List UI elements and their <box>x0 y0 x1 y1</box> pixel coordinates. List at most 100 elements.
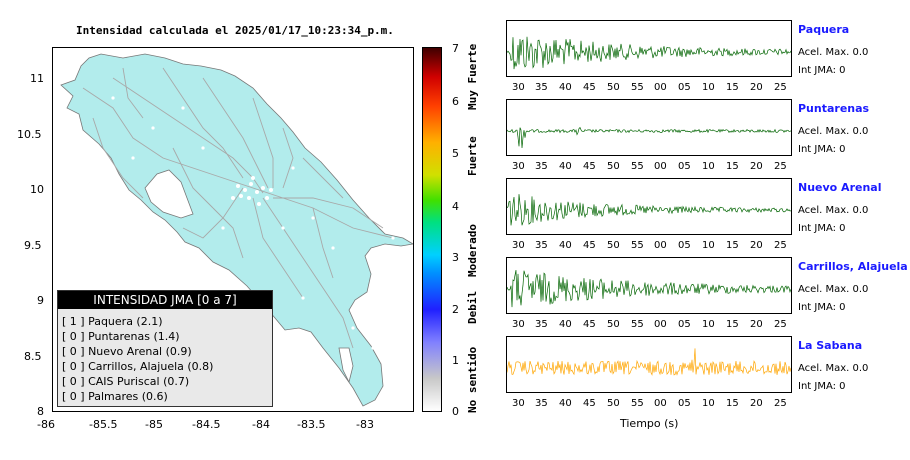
y-tick: 10.5 <box>17 128 42 141</box>
time-tick: 45 <box>583 319 596 330</box>
legend-item: [ 1 ] Paquera (2.1) <box>62 315 163 328</box>
time-tick: 20 <box>750 82 763 93</box>
waveform-line <box>507 36 791 70</box>
colorbar-tick: 4 <box>452 200 459 213</box>
y-tick: 9.5 <box>24 239 42 252</box>
time-tick: 15 <box>726 161 739 172</box>
time-tick: 50 <box>607 82 620 93</box>
time-tick: 05 <box>678 319 691 330</box>
waveform-trace <box>507 36 791 70</box>
waveform-trace <box>507 270 791 308</box>
time-tick: 30 <box>512 319 525 330</box>
waveform-line <box>507 348 791 376</box>
time-tick: 55 <box>631 398 644 409</box>
time-axis-label: Tiempo (s) <box>620 417 679 430</box>
time-tick: 15 <box>726 319 739 330</box>
time-tick: 30 <box>512 82 525 93</box>
station-name: Nuevo Arenal <box>798 181 882 194</box>
land-polygon <box>60 53 413 407</box>
time-tick: 05 <box>678 161 691 172</box>
time-tick: 10 <box>702 240 715 251</box>
station-max-accel: Acel. Max. 0.0 <box>798 205 869 216</box>
time-tick: 55 <box>631 161 644 172</box>
y-tick: 11 <box>30 72 44 85</box>
time-tick: 40 <box>559 82 572 93</box>
x-tick: -86 <box>37 418 55 431</box>
time-tick: 00 <box>654 82 667 93</box>
time-tick: 00 <box>654 319 667 330</box>
waveform-panel[interactable] <box>506 257 792 314</box>
time-tick: 30 <box>512 240 525 251</box>
colorbar-tick: 5 <box>452 147 459 160</box>
time-tick: 25 <box>774 319 787 330</box>
legend-item: [ 0 ] Nuevo Arenal (0.9) <box>62 345 192 358</box>
colorbar-category: Moderado <box>466 224 479 277</box>
y-tick: 8.5 <box>24 350 42 363</box>
time-tick: 05 <box>678 82 691 93</box>
colorbar-tick: 7 <box>452 42 459 55</box>
station-jma-intensity: Int JMA: 0 <box>798 381 846 392</box>
time-tick: 55 <box>631 319 644 330</box>
waveform-trace <box>507 348 791 376</box>
time-tick: 20 <box>750 161 763 172</box>
city-dots <box>111 96 395 350</box>
legend-header: INTENSIDAD JMA [0 a 7] <box>58 291 272 309</box>
waveform-trace <box>507 126 791 149</box>
time-tick: 35 <box>535 161 548 172</box>
x-tick: -83 <box>356 418 374 431</box>
colorbar-category: Muy Fuerte <box>466 43 479 110</box>
time-tick: 15 <box>726 240 739 251</box>
time-tick: 00 <box>654 240 667 251</box>
waveform-line <box>507 270 791 308</box>
time-tick: 40 <box>559 398 572 409</box>
legend-item: [ 0 ] Puntarenas (1.4) <box>62 330 180 343</box>
time-tick: 40 <box>559 319 572 330</box>
station-max-accel: Acel. Max. 0.0 <box>798 126 869 137</box>
colorbar-category: Fuerte <box>466 136 479 176</box>
station-max-accel: Acel. Max. 0.0 <box>798 284 869 295</box>
time-tick: 35 <box>535 240 548 251</box>
waveform-panel[interactable] <box>506 20 792 77</box>
time-tick: 35 <box>535 82 548 93</box>
waveform-panel[interactable] <box>506 99 792 156</box>
time-tick: 10 <box>702 82 715 93</box>
station-name: Carrillos, Alajuela <box>798 260 908 273</box>
station-jma-intensity: Int JMA: 0 <box>798 223 846 234</box>
colorbar-tick: 6 <box>452 95 459 108</box>
time-tick: 25 <box>774 398 787 409</box>
y-tick: 8 <box>37 405 44 418</box>
station-jma-intensity: Int JMA: 0 <box>798 302 846 313</box>
time-tick: 20 <box>750 319 763 330</box>
legend-item: [ 0 ] Palmares (0.6) <box>62 390 168 403</box>
time-tick: 50 <box>607 319 620 330</box>
time-tick: 15 <box>726 398 739 409</box>
colorbar-category: Debil <box>466 290 479 324</box>
station-jma-intensity: Int JMA: 0 <box>798 144 846 155</box>
station-name: La Sabana <box>798 339 863 352</box>
gulf-of-nicoya <box>144 169 194 219</box>
time-tick: 05 <box>678 240 691 251</box>
time-tick: 25 <box>774 240 787 251</box>
station-name: Paquera <box>798 23 850 36</box>
legend-item: [ 0 ] CAIS Puriscal (0.7) <box>62 375 190 388</box>
time-tick: 00 <box>654 161 667 172</box>
waveform-panel[interactable] <box>506 336 792 393</box>
time-tick: 45 <box>583 240 596 251</box>
y-tick: 9 <box>37 294 44 307</box>
time-tick: 20 <box>750 240 763 251</box>
waveform-line <box>507 194 791 226</box>
time-tick: 10 <box>702 398 715 409</box>
time-tick: 50 <box>607 240 620 251</box>
map-title: Intensidad calculada el 2025/01/17_10:23… <box>76 24 394 37</box>
waveform-panel[interactable] <box>506 178 792 235</box>
time-tick: 35 <box>535 398 548 409</box>
colorbar-tick: 3 <box>452 251 459 264</box>
station-name: Puntarenas <box>798 102 870 115</box>
colorbar-tick: 0 <box>452 405 459 418</box>
time-tick: 40 <box>559 161 572 172</box>
intensity-legend: INTENSIDAD JMA [0 a 7] [ 1 ] Paquera (2.… <box>57 290 273 407</box>
time-tick: 00 <box>654 398 667 409</box>
x-tick: -85 <box>145 418 163 431</box>
colorbar-tick: 1 <box>452 354 459 367</box>
time-tick: 25 <box>774 161 787 172</box>
